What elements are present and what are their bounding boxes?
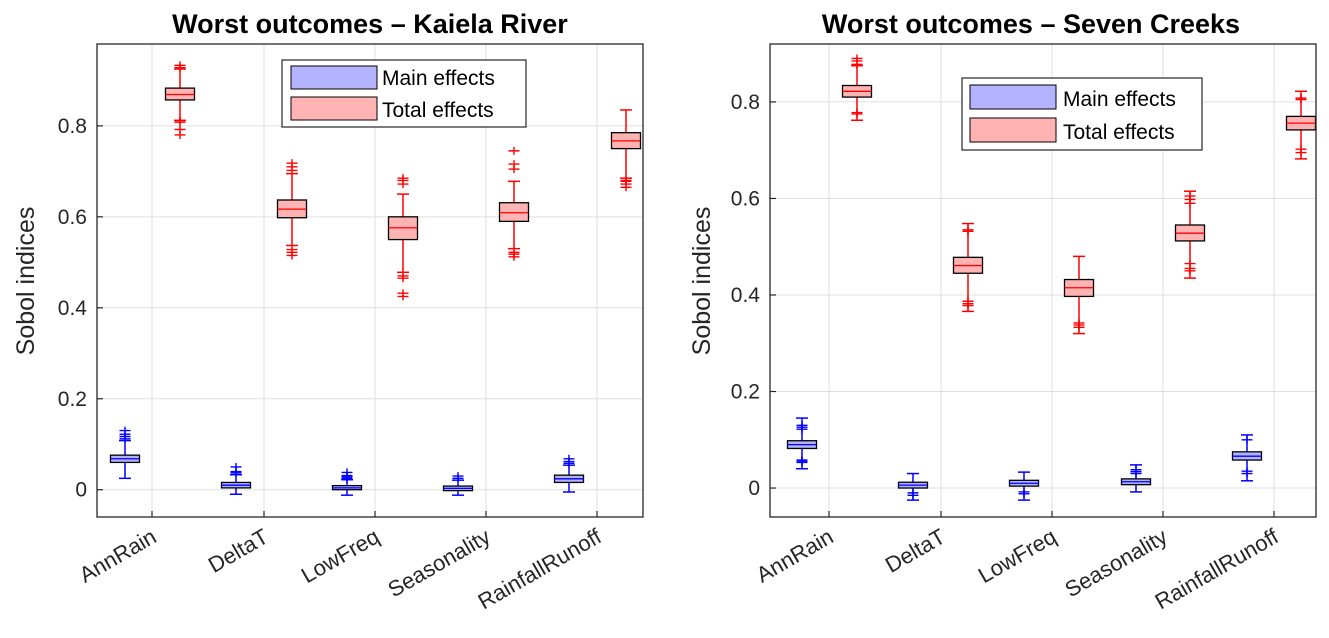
y-axis-label: Sobol indices xyxy=(688,207,716,356)
outlier-marker xyxy=(962,225,974,234)
panel-title: Worst outcomes – Kaiela River xyxy=(172,9,568,39)
total-effects-box-Seasonality xyxy=(498,146,530,261)
outlier-marker xyxy=(174,116,186,125)
y-tick-label: 0.8 xyxy=(58,115,87,138)
outlier-marker xyxy=(397,271,409,280)
legend-swatch-main-effects xyxy=(290,65,378,90)
main-effects-box-Seasonality xyxy=(442,472,474,496)
outlier-marker xyxy=(1241,435,1253,444)
panel-seven-creeks: Worst outcomes – Seven Creeks 0 0.2 0.4 0.6… xyxy=(688,9,1317,614)
main-effects-box-Seasonality xyxy=(1120,464,1152,493)
outlier-marker xyxy=(286,245,298,254)
total-effects-box-AnnRain xyxy=(841,54,873,122)
outlier-marker xyxy=(851,54,863,63)
outlier-marker xyxy=(796,456,808,465)
outlier-marker xyxy=(1130,465,1142,474)
legend-swatch-main-effects xyxy=(969,84,1057,110)
y-axis-label: Sobol indices xyxy=(12,207,40,356)
main-effects-box-LowFreq xyxy=(331,468,363,496)
outlier-marker xyxy=(508,160,520,169)
legend-label-main-effects: Main effects xyxy=(1063,88,1176,111)
x-tick-labels: AnnRain DeltaT LowFreq SeasonalityRainfallR… xyxy=(75,511,606,614)
total-effects-box-DeltaT xyxy=(952,222,984,313)
outlier-marker xyxy=(907,488,919,497)
legend-label-main-effects: Main effects xyxy=(382,67,495,90)
legend-swatch-total-effects xyxy=(290,96,378,121)
outlier-marker xyxy=(962,297,974,306)
total-effects-box-LowFreq xyxy=(1063,255,1095,335)
total-effects-box-LowFreq xyxy=(387,174,419,301)
y-tick-label: 0.6 xyxy=(731,187,760,210)
y-tick-labels: 0 0.2 0.4 0.6 0.8 xyxy=(58,115,103,502)
main-effects-box-DeltaT xyxy=(220,462,252,496)
legend-swatch-total-effects xyxy=(969,117,1057,143)
box-plots xyxy=(109,61,642,496)
outlier-marker xyxy=(452,472,464,481)
main-effects-box-RainfallRunoff xyxy=(1231,434,1263,482)
panel-kaiela-river: Worst outcomes – Kaiela River 0 0.2 0.4 0.6… xyxy=(12,9,644,614)
total-effects-box-RainfallRunoff xyxy=(1285,90,1317,160)
y-tick-label: 0.4 xyxy=(731,284,761,307)
panel-title: Worst outcomes – Seven Creeks xyxy=(822,9,1240,39)
outlier-marker xyxy=(1018,487,1030,496)
legend-label-total-effects: Total effects xyxy=(382,99,494,122)
main-effects-box-AnnRain xyxy=(109,426,141,480)
outlier-marker xyxy=(174,61,186,70)
legend: Main effects Total effects xyxy=(961,77,1203,151)
outlier-marker xyxy=(286,159,298,168)
y-tick-label: 0.4 xyxy=(58,297,88,320)
outlier-marker xyxy=(341,468,353,477)
outlier-marker xyxy=(1184,192,1196,201)
outlier-marker xyxy=(119,426,131,435)
outlier-marker xyxy=(397,289,409,298)
x-tick-label: DeltaT xyxy=(204,524,273,578)
y-tick-label: 0.2 xyxy=(58,388,87,411)
outlier-marker xyxy=(1073,318,1085,327)
total-effects-box-AnnRain xyxy=(164,61,196,139)
outlier-marker xyxy=(620,176,632,185)
x-tick-labels: AnnRain DeltaT LowFreq SeasonalityRainfallR… xyxy=(752,511,1283,614)
outlier-marker xyxy=(508,248,520,257)
x-tick-label: LowFreq xyxy=(974,524,1061,588)
x-tick-label: AnnRain xyxy=(75,524,161,588)
outlier-marker xyxy=(174,125,186,134)
outlier-marker xyxy=(397,174,409,183)
outlier-marker xyxy=(1184,259,1196,268)
outlier-marker xyxy=(230,462,242,471)
y-tick-label: 0.6 xyxy=(58,206,87,229)
main-effects-box-RainfallRunoff xyxy=(553,454,585,493)
y-tick-label: 0.2 xyxy=(731,381,760,404)
x-tick-label: RainfallRunoff xyxy=(474,523,607,614)
legend: Main effects Total effects xyxy=(281,59,527,128)
outlier-marker xyxy=(1295,145,1307,154)
axes-frame xyxy=(769,43,1317,518)
box-plots xyxy=(786,54,1317,501)
legend-label-total-effects: Total effects xyxy=(1063,121,1175,144)
main-effects-box-LowFreq xyxy=(1008,471,1040,501)
outlier-marker xyxy=(851,108,863,117)
x-tick-label: RainfallRunoff xyxy=(1151,523,1284,614)
x-tick-label: DeltaT xyxy=(881,524,950,578)
main-effects-box-DeltaT xyxy=(897,472,929,501)
outlier-marker xyxy=(1295,94,1307,103)
x-tick-label: LowFreq xyxy=(297,524,384,588)
total-effects-box-DeltaT xyxy=(276,159,308,260)
outlier-marker xyxy=(508,146,520,155)
iqr-box xyxy=(498,202,530,223)
outlier-marker xyxy=(563,454,575,463)
outlier-marker xyxy=(796,421,808,430)
total-effects-box-Seasonality xyxy=(1174,190,1206,279)
y-tick-label: 0 xyxy=(748,477,760,500)
y-tick-labels: 0 0.2 0.4 0.6 0.8 xyxy=(731,91,776,500)
y-tick-label: 0 xyxy=(75,479,87,502)
outlier-marker xyxy=(1241,467,1253,476)
main-effects-box-AnnRain xyxy=(786,417,818,470)
y-tick-label: 0.8 xyxy=(731,91,760,114)
total-effects-box-RainfallRunoff xyxy=(610,109,642,192)
axes-frame xyxy=(96,43,644,518)
x-tick-label: AnnRain xyxy=(752,524,838,588)
